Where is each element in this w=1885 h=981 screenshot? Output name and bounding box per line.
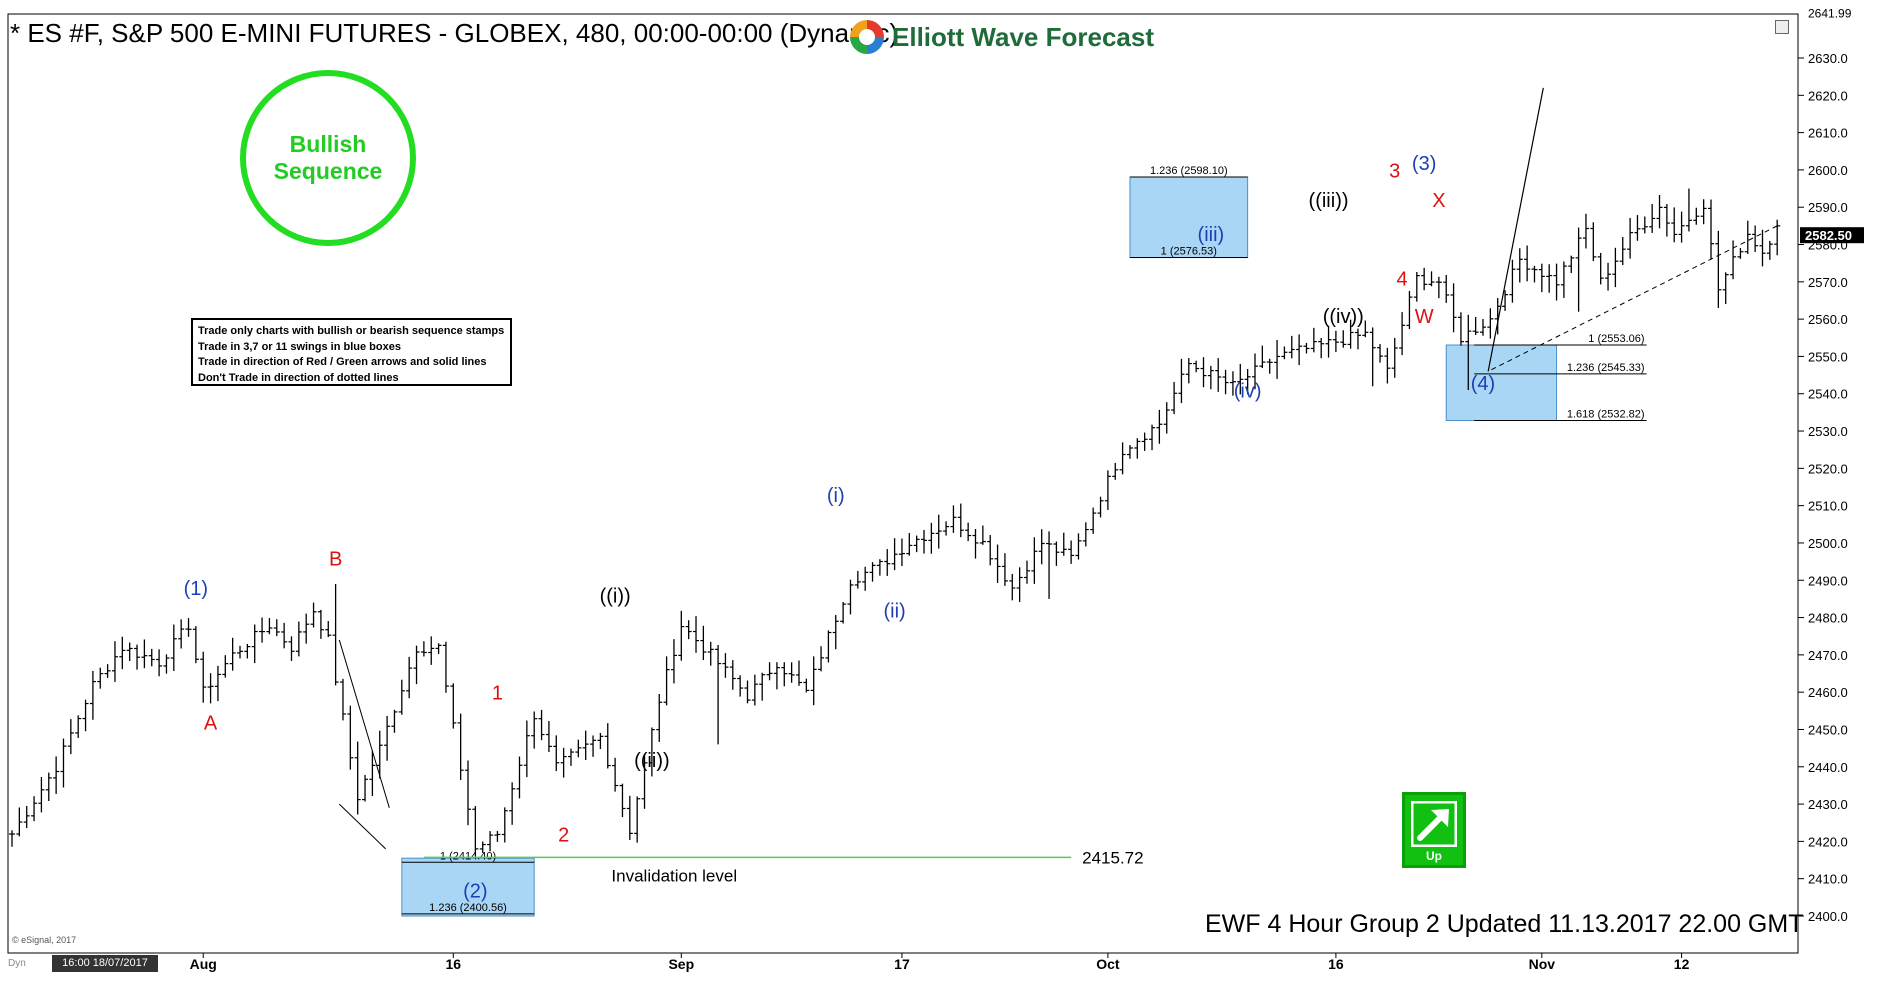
price-tick-label: 2440.0 [1808, 760, 1848, 775]
ohlc-bars [9, 188, 1781, 857]
invalidation-price: 2415.72 [1082, 848, 1143, 867]
wave-label: ((i)) [600, 586, 631, 608]
wave-labels: (1) A B (2) 1 2 ((i)) ((ii)) (i) (ii) (iii) (iv) ((i… [184, 153, 1496, 902]
wave-label: (iii) [1198, 224, 1225, 246]
rule-1: Trade only charts with bullish or bearis… [198, 325, 505, 337]
up-right-arrow-icon [1411, 801, 1457, 847]
fib-level-label: 1.236 (2545.33) [1567, 362, 1645, 374]
target-box-3 [1445, 344, 1558, 422]
price-axis: 2400.0 2410.0 2420.0 2430.0 2440.0 2450.0 2460… [1798, 6, 1864, 924]
wave-label: 1 [492, 683, 503, 705]
current-price-box [1800, 227, 1864, 244]
price-tick-label: 2520.0 [1808, 461, 1848, 476]
time-axis: Aug 16 Sep 17 Oct 16 Nov 12 [190, 953, 1690, 972]
chart-title: * ES #F, S&P 500 E-MINI FUTURES - GLOBEX… [10, 18, 899, 48]
time-tick-label: 12 [1674, 956, 1690, 972]
wedge-line-bottom [338, 803, 386, 850]
blue-target-boxes: 1 (2414.40) 1.236 (2400.56) 1.236 (2598.10… [401, 165, 1647, 917]
price-tick-label: 2560.0 [1808, 312, 1848, 327]
wave-label: (1) [184, 578, 208, 600]
stamp-line-2: Sequence [273, 158, 383, 184]
time-tick-label: 17 [894, 956, 910, 972]
price-tick-label: 2490.0 [1808, 573, 1848, 588]
price-tick-label: 2590.0 [1808, 200, 1848, 215]
cursor-date-box: 16:00 18/07/2017 [52, 955, 158, 972]
wave-label: (iv) [1234, 380, 1262, 402]
time-tick-label: Sep [668, 956, 694, 972]
dynamic-label: Dyn [8, 958, 26, 969]
rule-4: Don't Trade in direction of dotted lines [198, 371, 399, 384]
wave-label: B [329, 548, 342, 570]
wedge-line-top [338, 639, 390, 808]
up-label: Up [1426, 849, 1442, 863]
fib-level-label: 1 (2414.40) [440, 850, 496, 862]
rule-2: Trade in 3,7 or 11 swings in blue boxes [198, 340, 401, 353]
price-tick-label: 2460.0 [1808, 685, 1848, 700]
fib-level-label: 1.618 (2532.82) [1567, 409, 1645, 421]
fib-level-label: 1 (2553.06) [1588, 333, 1644, 345]
update-footer: EWF 4 Hour Group 2 Updated 11.13.2017 22… [1205, 910, 1804, 938]
wave-label: X [1432, 190, 1445, 212]
bullish-projection [1487, 87, 1544, 372]
time-tick-label: 16 [1328, 956, 1344, 972]
price-tick-label: 2530.0 [1808, 424, 1848, 439]
stamp-line-1: Bullish [289, 131, 367, 157]
wave-label: A [204, 712, 218, 734]
wave-label: (3) [1412, 153, 1436, 175]
wave-label: W [1415, 306, 1434, 328]
price-tick-label: 2450.0 [1808, 722, 1848, 737]
wave-lines: 2415.72 Invalidation level [338, 87, 1778, 885]
restore-window-icon[interactable] [1775, 20, 1789, 34]
bullish-sequence-stamp: Bullish Sequence [240, 70, 416, 246]
price-tick-label: 2570.0 [1808, 275, 1848, 290]
price-tick-label: 2430.0 [1808, 797, 1848, 812]
copyright-text: © eSignal, 2017 [12, 935, 77, 945]
price-tick-label: 2480.0 [1808, 611, 1848, 626]
logo-icon [850, 20, 884, 54]
wave-label: 3 [1389, 160, 1400, 182]
price-tick-label: 2420.0 [1808, 834, 1848, 849]
chart-area [7, 13, 1799, 954]
fib-level-label: 1 (2576.53) [1161, 245, 1217, 257]
price-tick-label: 2400.0 [1808, 909, 1848, 924]
target-box-1 [401, 857, 535, 917]
price-tick-label: 2500.0 [1808, 536, 1848, 551]
price-tick-label: 2610.0 [1808, 126, 1848, 141]
price-tick-label: 2620.0 [1808, 88, 1848, 103]
price-tick-label: 2410.0 [1808, 872, 1848, 887]
price-tick-label: 2510.0 [1808, 499, 1848, 514]
wave-label: (ii) [883, 601, 905, 623]
chart-border [7, 13, 1799, 954]
wave-label: ((iv)) [1323, 306, 1364, 328]
fib-level-label: 1.236 (2598.10) [1150, 165, 1228, 177]
wave-label: 4 [1397, 269, 1408, 291]
rule-3: Trade in direction of Red / Green arrows… [198, 356, 487, 368]
time-tick-label: Aug [190, 956, 217, 972]
logo: Elliott Wave Forecast [850, 20, 1154, 54]
fib-level-label: 1.236 (2400.56) [429, 902, 507, 914]
wave-label: ((ii)) [634, 750, 670, 772]
invalidation-text: Invalidation level [611, 866, 737, 885]
wave-label: (2) [463, 880, 487, 902]
price-top-label: 2641.99 [1808, 6, 1852, 20]
wave-label: (4) [1471, 373, 1495, 395]
wave-label: 2 [558, 824, 569, 846]
price-tick-label: 2550.0 [1808, 349, 1848, 364]
price-tick-label: 2540.0 [1808, 387, 1848, 402]
wave-label: (i) [827, 485, 845, 507]
target-box-2 [1129, 176, 1249, 259]
price-tick-label: 2630.0 [1808, 51, 1848, 66]
price-tick-label: 2600.0 [1808, 163, 1848, 178]
time-tick-label: 16 [446, 956, 462, 972]
up-arrow-button[interactable]: Up [1402, 792, 1466, 868]
time-tick-label: Oct [1096, 956, 1120, 972]
logo-text: Elliott Wave Forecast [892, 21, 1154, 52]
trading-rules-box: Trade only charts with bullish or bearis… [191, 318, 512, 386]
wave-label: ((iii)) [1309, 190, 1349, 212]
current-price-label: 2582.50 [1805, 228, 1852, 243]
time-tick-label: Nov [1529, 956, 1556, 972]
price-tick-label: 2470.0 [1808, 648, 1848, 663]
